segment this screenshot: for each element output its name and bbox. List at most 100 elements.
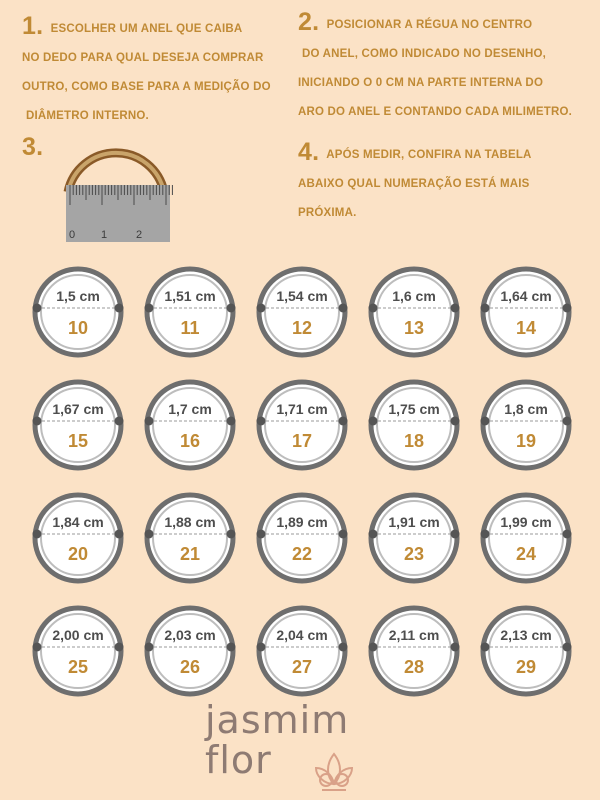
step-1-text-2: NO DEDO PARA QUAL DESEJA COMPRAR (22, 52, 264, 64)
ring-size-item: 2,03 cm 26 (140, 601, 240, 701)
step-2-text-2: DO ANEL, COMO INDICADO NO DESENHO, (302, 48, 547, 60)
ring-size-item: 1,88 cm 21 (140, 488, 240, 588)
ring-size-number: 21 (179, 544, 201, 564)
ring-icon (480, 379, 572, 471)
lotus-flower-icon (314, 752, 354, 791)
ring-size-item: 1,99 cm 24 (476, 488, 576, 588)
ring-diameter: 1,99 cm (500, 514, 552, 530)
step-4-text-2: ABAIXO QUAL NUMERAÇÃO ESTÁ MAIS (298, 178, 530, 190)
ring-size-item: 2,00 cm 25 (28, 601, 128, 701)
ring-icon (368, 492, 460, 584)
ring-diameter: 1,89 cm (276, 514, 328, 530)
ring-size-item: 1,54 cm 12 (252, 262, 352, 362)
ruler-icon: 0 1 2 (63, 148, 173, 242)
ring-icon (368, 266, 460, 358)
ring-size-item: 1,7 cm 16 (140, 375, 240, 475)
ring-size-number: 16 (179, 431, 201, 451)
ring-icon (32, 379, 124, 471)
ring-size-item: 2,13 cm 29 (476, 601, 576, 701)
ring-diameter: 1,84 cm (52, 514, 104, 530)
step-3-number: 3. (22, 133, 44, 161)
step-2-number: 2. (298, 8, 320, 36)
ring-diameter: 1,91 cm (388, 514, 440, 530)
ring-diameter: 1,8 cm (504, 401, 548, 417)
step-4-line-1: 4. APÓS MEDIR, CONFIRA NA TABELA (298, 138, 593, 170)
ring-size-item: 1,8 cm 19 (476, 375, 576, 475)
ruler-tick-1: 1 (101, 229, 107, 241)
ring-icon (32, 605, 124, 697)
step-1-text-3: OUTRO, COMO BASE PARA A MEDIÇÃO DO (22, 81, 271, 93)
ring-size-item: 1,5 cm 10 (28, 262, 128, 362)
ring-icon (32, 266, 124, 358)
ring-size-number: 26 (179, 657, 201, 677)
ruler-tick-2: 2 (136, 229, 142, 241)
ring-diameter: 1,88 cm (164, 514, 216, 530)
step-1-instruction: 1. ESCOLHER UM ANEL QUE CAIBA NO DEDO PA… (22, 12, 297, 131)
ring-size-item: 1,91 cm 23 (364, 488, 464, 588)
ring-icon (32, 492, 124, 584)
ring-icon (256, 266, 348, 358)
brand-name-line-2: flor (205, 738, 272, 782)
ring-size-number: 13 (403, 318, 425, 338)
ring-diameter: 1,71 cm (276, 401, 328, 417)
ring-size-number: 20 (67, 544, 89, 564)
ring-size-number: 24 (515, 544, 537, 564)
ring-size-item: 1,67 cm 15 (28, 375, 128, 475)
ruler-tick-0: 0 (69, 229, 75, 241)
ring-diameter: 1,75 cm (388, 401, 440, 417)
step-1-text-1: ESCOLHER UM ANEL QUE CAIBA (50, 23, 243, 35)
brand-name-line-1: jasmim (205, 698, 350, 742)
step-4-text-1: APÓS MEDIR, CONFIRA NA TABELA (326, 149, 532, 161)
ring-size-item: 2,11 cm 28 (364, 601, 464, 701)
step-3-instruction: 3. (22, 133, 47, 165)
ring-size-number: 10 (67, 318, 89, 338)
ring-icon (144, 266, 236, 358)
ring-size-number: 17 (291, 431, 313, 451)
ring-diameter: 1,54 cm (276, 288, 328, 304)
ring-size-number: 19 (515, 431, 537, 451)
step-1-number: 1. (22, 12, 44, 40)
ring-size-number: 15 (67, 431, 89, 451)
ring-size-item: 1,71 cm 17 (252, 375, 352, 475)
ring-size-number: 29 (515, 657, 537, 677)
step-2-text-4: ARO DO ANEL E CONTANDO CADA MILIMETRO. (298, 106, 573, 118)
ring-diameter: 1,6 cm (392, 288, 436, 304)
ring-size-item: 1,75 cm 18 (364, 375, 464, 475)
ring-size-number: 28 (403, 657, 425, 677)
ring-icon (480, 492, 572, 584)
ring-size-item: 1,84 cm 20 (28, 488, 128, 588)
ring-icon (144, 492, 236, 584)
step-4-text-3: PRÓXIMA. (298, 207, 357, 219)
ring-size-number: 18 (403, 431, 425, 451)
ring-icon (256, 492, 348, 584)
ring-diameter: 2,03 cm (164, 627, 216, 643)
step-2-line-1: 2. POSICIONAR A RÉGUA NO CENTRO (298, 8, 593, 40)
step-1-line-1: 1. ESCOLHER UM ANEL QUE CAIBA (22, 12, 297, 44)
ring-diameter: 2,04 cm (276, 627, 328, 643)
ring-icon (368, 379, 460, 471)
ring-size-number: 14 (515, 318, 537, 338)
ring-icon (256, 379, 348, 471)
step-2-text-3: INICIANDO O 0 CM NA PARTE INTERNA DO (298, 77, 544, 89)
ring-icon (144, 605, 236, 697)
ring-size-number: 12 (291, 318, 313, 338)
ring-size-item: 1,6 cm 13 (364, 262, 464, 362)
ring-size-table: 1,5 cm 10 1,51 cm 11 1,54 cm 12 1,6 cm 13 1,64 c… (28, 262, 588, 700)
ring-size-number: 27 (291, 657, 313, 677)
ring-diameter: 1,51 cm (164, 288, 216, 304)
step-4-number: 4. (298, 138, 320, 166)
ring-diameter: 1,67 cm (52, 401, 104, 417)
step-4-instruction: 4. APÓS MEDIR, CONFIRA NA TABELA ABAIXO … (298, 138, 593, 228)
step-2-text-1: POSICIONAR A RÉGUA NO CENTRO (326, 19, 533, 31)
ring-size-item: 1,89 cm 22 (252, 488, 352, 588)
ring-icon (256, 605, 348, 697)
brand-logo: jasmim flor (205, 700, 349, 780)
ring-size-item: 1,64 cm 14 (476, 262, 576, 362)
ring-diameter: 1,64 cm (500, 288, 552, 304)
step-1-text-4: DIÂMETRO INTERNO. (26, 110, 149, 122)
ring-size-number: 22 (291, 544, 313, 564)
ring-icon (480, 605, 572, 697)
ring-size-number: 11 (180, 318, 200, 338)
ring-icon (368, 605, 460, 697)
ring-diameter: 1,7 cm (168, 401, 212, 417)
